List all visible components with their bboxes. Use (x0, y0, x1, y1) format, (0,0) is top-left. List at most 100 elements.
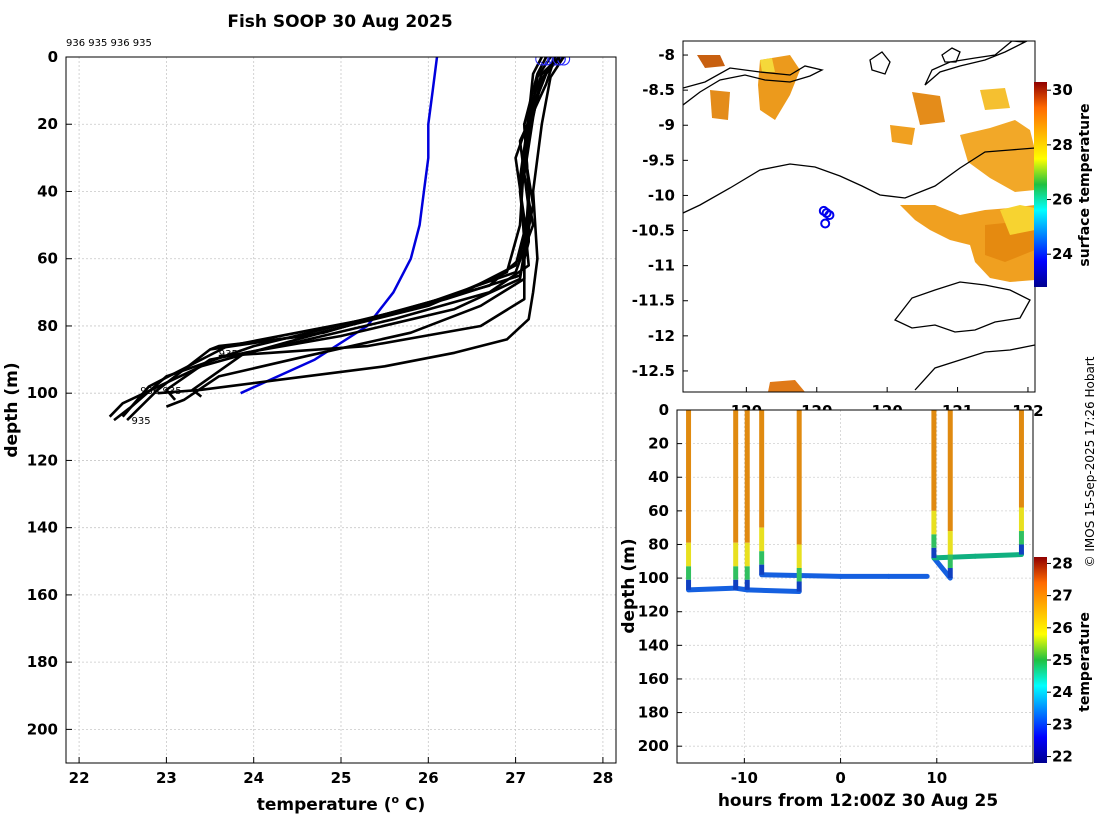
x-tick-label: 27 (505, 769, 526, 787)
coastline (683, 65, 824, 106)
map-colorbar (1034, 82, 1047, 287)
bottom-track-segment (972, 552, 1024, 559)
map-y-tick-label: -9.5 (642, 151, 675, 169)
section-y-tick-label: 40 (648, 468, 669, 486)
section-y-tick-label: 100 (638, 569, 669, 587)
coastline (893, 281, 1031, 333)
section-y-tick-label: 140 (638, 636, 669, 654)
sst-patch (912, 92, 945, 125)
section-profiles (686, 410, 1024, 595)
coastline (869, 51, 891, 75)
section-x-tick-label: -10 (731, 769, 758, 787)
y-tick-label: 20 (37, 115, 58, 133)
bottom-track-segment (931, 555, 953, 581)
x-tick-label: 25 (331, 769, 352, 787)
section-colorbar-tick-label: 22 (1052, 748, 1073, 766)
sst-patch (768, 380, 805, 392)
section-y-tick-label: 80 (648, 535, 669, 553)
section-axes-frame (676, 409, 1034, 764)
x-tick-label: 26 (418, 769, 439, 787)
section-colorbar-tick-label: 26 (1052, 619, 1073, 637)
section-colorbar-tick-label: 27 (1052, 587, 1073, 605)
map-colorbar-label: surface temperature (1077, 103, 1093, 266)
section-colorbar-tick-label: 28 (1052, 554, 1073, 572)
map-y-tick-label: -9 (658, 116, 675, 134)
series-profile-2 (113, 57, 561, 422)
section-xlabel: hours from 12:00Z 30 Aug 25 (718, 791, 998, 811)
series-profile-1 (108, 57, 565, 418)
y-tick-label: 180 (27, 653, 58, 671)
sst-patch (980, 88, 1010, 110)
section-y-tick-label: 200 (638, 737, 669, 755)
drop-location-marker (820, 218, 831, 229)
sst-patches (697, 55, 1035, 392)
section-colorbar-tick-label: 24 (1052, 683, 1073, 701)
sst-patch (1000, 205, 1035, 235)
left-profile-labels: 935 936 935 935 (131, 349, 237, 427)
section-y-tick-label: 180 (638, 704, 669, 722)
y-tick-label: 120 (27, 451, 58, 469)
y-tick-label: 80 (37, 317, 58, 335)
profile-id-label: 935 (219, 349, 238, 360)
section-colorbar-ticks: 22 23 24 25 26 27 28 (1047, 554, 1073, 766)
surface-marker (535, 57, 549, 66)
x-tick-label: 24 (243, 769, 264, 787)
left-profiles (108, 57, 571, 422)
sst-patch (890, 125, 915, 145)
x-tick-label: 28 (592, 769, 613, 787)
sst-patch (697, 55, 725, 68)
series-profile-6 (191, 57, 557, 398)
x-tick-label: 23 (156, 769, 177, 787)
bottom-track-segment (744, 587, 802, 595)
section-y-tick-label: 160 (638, 670, 669, 688)
section-ticks: 0 20 40 60 80 100 120 140 160 180 200 -10 0 10 (638, 401, 948, 787)
series-profile-7 (218, 57, 548, 358)
left-ylabel: depth (m) (2, 362, 22, 457)
left-ticks: 22 23 24 25 26 27 28 0 20 40 60 80 100 120 140 160 180 20… (27, 48, 614, 787)
section-colorbar (1034, 557, 1047, 763)
section-y-tick-label: 20 (648, 435, 669, 453)
section-y-tick-label: 60 (648, 502, 669, 520)
y-tick-label: 60 (37, 250, 58, 268)
map-drop-markers (818, 205, 835, 229)
profile-id-label: 936 935 (140, 386, 181, 397)
section-x-tick-label: 0 (835, 769, 845, 787)
drop-location-marker (824, 210, 835, 221)
section-y-tick-label: 0 (659, 401, 669, 419)
map-y-tick-label: -11 (648, 257, 675, 275)
map-colorbar-ticks: 24 26 28 30 (1047, 81, 1073, 263)
section-colorbar-tick-label: 23 (1052, 715, 1073, 733)
map-colorbar-tick-label: 26 (1052, 191, 1073, 209)
series-profile-4 (126, 57, 552, 422)
y-tick-label: 200 (27, 720, 58, 738)
coastline (914, 344, 1035, 391)
map-colorbar-tick-label: 28 (1052, 136, 1073, 154)
y-tick-label: 0 (48, 48, 58, 66)
map-y-tick-label: -11.5 (632, 292, 675, 310)
coastline (683, 147, 1035, 214)
sst-patch (760, 58, 775, 72)
sst-patch (710, 90, 730, 120)
section-x-tick-label: 10 (926, 769, 947, 787)
profile-id-label: 935 (131, 416, 150, 427)
bottom-track-segment (686, 585, 739, 593)
section-colorbar-label: temperature (1077, 612, 1093, 712)
left-grid (66, 56, 616, 763)
chart-title: Fish SOOP 30 Aug 2025 (227, 12, 452, 32)
x-tick-label: 22 (69, 769, 90, 787)
series-profile-10 (209, 57, 543, 351)
y-tick-label: 100 (27, 384, 58, 402)
map-y-tick-label: -10.5 (632, 222, 675, 240)
map-y-tick-label: -12 (648, 327, 675, 345)
map-y-tick-label: -8 (658, 46, 675, 64)
y-tick-label: 40 (37, 182, 58, 200)
left-xlabel: temperature (o C) (257, 793, 426, 815)
map-panel: -8-8.5-9-9.5-10-10.5-11-11.5-12-12.51201… (632, 40, 1044, 420)
map-y-tick-label: -12.5 (632, 362, 675, 380)
copyright-note: © IMOS 15-Sep-2025 17:26 Hobart (1083, 356, 1097, 567)
section-ylabel: depth (m) (619, 538, 639, 633)
series-profile-3 (121, 57, 557, 418)
surface-marker (552, 57, 566, 66)
series-climatology (240, 57, 439, 395)
